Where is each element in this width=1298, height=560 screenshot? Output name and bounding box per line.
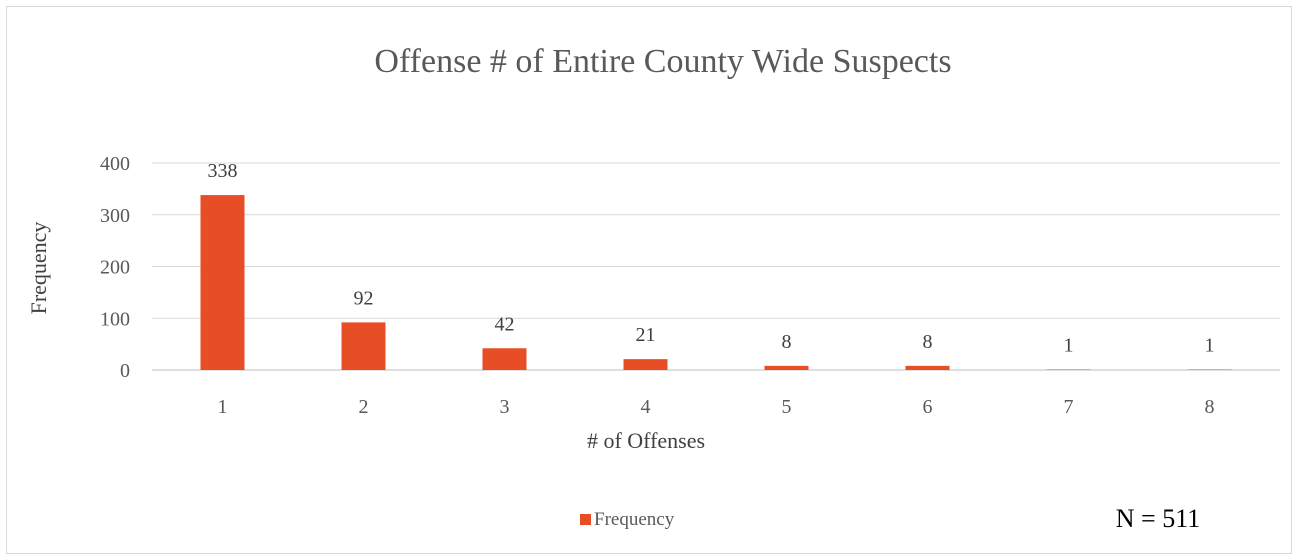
x-axis-ticks: 1 2 3 4 5 6 7 8 <box>218 396 1215 418</box>
y-axis-ticks: 0 100 200 300 400 <box>100 153 130 382</box>
x-axis-label: # of Offenses <box>587 428 705 453</box>
data-label: 92 <box>354 287 374 309</box>
bar <box>1046 369 1091 370</box>
data-label: 42 <box>495 313 515 335</box>
x-tick-label: 3 <box>500 396 510 418</box>
sample-size-annotation: N = 511 <box>1116 504 1200 533</box>
data-label: 1 <box>1064 334 1074 356</box>
legend-swatch <box>580 514 591 525</box>
bar <box>1187 369 1232 370</box>
x-tick-label: 1 <box>218 396 228 418</box>
x-tick-label: 4 <box>641 396 651 418</box>
legend-label: Frequency <box>594 509 675 530</box>
bar <box>482 348 527 370</box>
data-label: 1 <box>1205 334 1215 356</box>
x-tick-label: 2 <box>359 396 369 418</box>
bar <box>341 322 386 370</box>
y-tick-label: 200 <box>100 257 130 279</box>
bar <box>200 195 245 370</box>
gridlines <box>152 162 1280 371</box>
data-label: 8 <box>923 331 933 353</box>
data-label: 21 <box>636 324 656 346</box>
data-labels: 338 92 42 21 8 8 1 1 <box>208 160 1215 356</box>
y-axis-label: Frequency <box>26 222 51 315</box>
bar-series <box>200 195 1232 370</box>
data-label: 338 <box>208 160 238 182</box>
legend: Frequency <box>580 509 675 530</box>
x-tick-label: 7 <box>1064 396 1074 418</box>
bar <box>764 365 809 370</box>
y-tick-label: 300 <box>100 205 130 227</box>
y-tick-label: 400 <box>100 153 130 175</box>
x-tick-label: 5 <box>782 396 792 418</box>
chart-title: Offense # of Entire County Wide Suspects <box>374 43 951 80</box>
bar <box>905 365 950 370</box>
x-tick-label: 6 <box>923 396 933 418</box>
y-tick-label: 0 <box>120 360 130 382</box>
y-tick-label: 100 <box>100 308 130 330</box>
bar <box>623 359 668 370</box>
data-label: 8 <box>782 331 792 353</box>
x-tick-label: 8 <box>1205 396 1215 418</box>
